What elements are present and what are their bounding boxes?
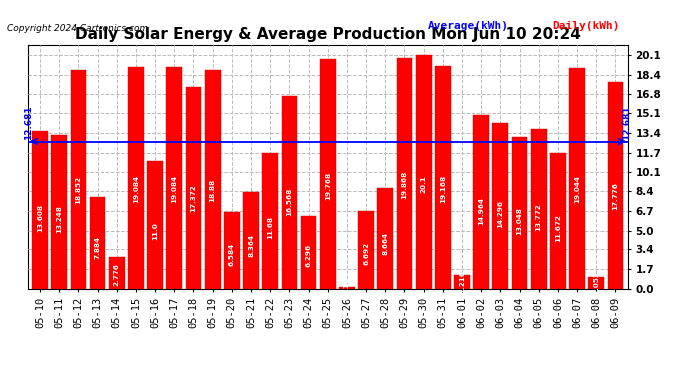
- Bar: [109, 256, 125, 289]
- Bar: [493, 123, 509, 289]
- Text: 18.88: 18.88: [210, 178, 216, 202]
- Text: 19.084: 19.084: [133, 175, 139, 203]
- Text: 20.1: 20.1: [421, 175, 426, 193]
- Text: 19.168: 19.168: [440, 175, 446, 203]
- Bar: [320, 59, 335, 289]
- Text: Daily(kWh): Daily(kWh): [552, 21, 620, 31]
- Bar: [224, 212, 239, 289]
- Bar: [531, 129, 546, 289]
- Text: 13.048: 13.048: [517, 207, 522, 234]
- Bar: [205, 70, 221, 289]
- Text: 11.672: 11.672: [555, 214, 561, 242]
- Text: Average(kWh): Average(kWh): [428, 21, 509, 31]
- Text: 6.692: 6.692: [363, 242, 369, 266]
- Bar: [90, 197, 106, 289]
- Bar: [358, 211, 374, 289]
- Bar: [301, 216, 317, 289]
- Bar: [243, 192, 259, 289]
- Text: 19.044: 19.044: [574, 176, 580, 203]
- Text: 7.884: 7.884: [95, 236, 101, 259]
- Text: 13.772: 13.772: [535, 203, 542, 231]
- Text: 12.681: 12.681: [622, 105, 631, 140]
- Text: 1.216: 1.216: [459, 270, 465, 293]
- Text: 0.116: 0.116: [344, 277, 350, 300]
- Text: 13.248: 13.248: [57, 206, 62, 234]
- Text: 1.052: 1.052: [593, 271, 599, 294]
- Text: 11.68: 11.68: [267, 216, 273, 239]
- Bar: [473, 115, 489, 289]
- Bar: [51, 135, 67, 289]
- Bar: [608, 82, 623, 289]
- Bar: [32, 131, 48, 289]
- Bar: [377, 188, 393, 289]
- Text: 14.964: 14.964: [478, 196, 484, 225]
- Text: 19.868: 19.868: [402, 171, 408, 199]
- Text: 19.084: 19.084: [171, 175, 177, 203]
- Bar: [569, 68, 585, 289]
- Text: 17.372: 17.372: [190, 184, 197, 212]
- Text: 16.568: 16.568: [286, 188, 293, 216]
- Text: Copyright 2024 Cartronics.com: Copyright 2024 Cartronics.com: [7, 24, 148, 33]
- Text: 8.664: 8.664: [382, 232, 388, 255]
- Bar: [147, 161, 163, 289]
- Text: 6.296: 6.296: [306, 244, 312, 267]
- Bar: [186, 87, 201, 289]
- Title: Daily Solar Energy & Average Production Mon Jun 10 20:24: Daily Solar Energy & Average Production …: [75, 27, 581, 42]
- Bar: [282, 96, 297, 289]
- Bar: [454, 274, 470, 289]
- Text: 18.852: 18.852: [75, 176, 81, 204]
- Bar: [550, 153, 566, 289]
- Bar: [512, 137, 527, 289]
- Bar: [416, 56, 431, 289]
- Text: 14.296: 14.296: [497, 200, 504, 228]
- Bar: [262, 153, 278, 289]
- Text: 13.608: 13.608: [37, 204, 43, 232]
- Text: 19.768: 19.768: [325, 171, 331, 200]
- Text: 11.0: 11.0: [152, 222, 158, 240]
- Text: 8.364: 8.364: [248, 234, 254, 256]
- Bar: [166, 67, 182, 289]
- Text: 17.776: 17.776: [613, 182, 618, 210]
- Bar: [435, 66, 451, 289]
- Text: 2.776: 2.776: [114, 263, 120, 286]
- Bar: [397, 58, 413, 289]
- Text: 6.584: 6.584: [229, 243, 235, 266]
- Bar: [128, 67, 144, 289]
- Bar: [339, 287, 355, 289]
- Text: 12.681: 12.681: [24, 105, 33, 140]
- Bar: [70, 70, 86, 289]
- Bar: [589, 276, 604, 289]
